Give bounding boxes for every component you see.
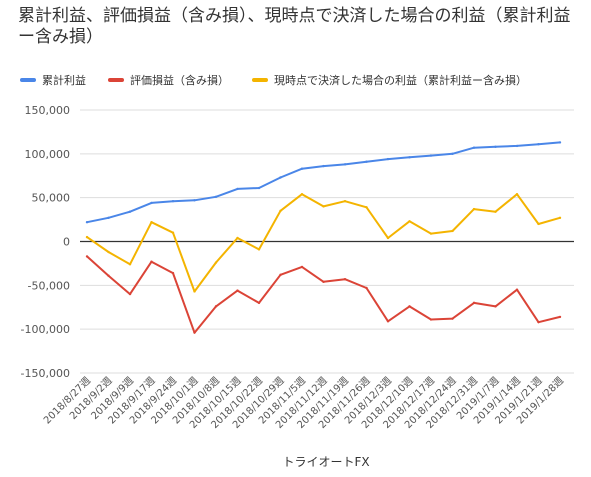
data-point (386, 157, 390, 161)
data-point (257, 186, 261, 190)
data-point (365, 206, 368, 209)
data-point (171, 231, 175, 234)
legend-item-unrealized-pl: 評価損益（含み損） (108, 72, 229, 88)
series-line-2 (86, 193, 561, 293)
data-point (537, 142, 540, 146)
data-point (408, 305, 411, 308)
legend-label: 累計利益 (42, 74, 86, 87)
data-point (429, 318, 433, 321)
data-point (214, 195, 218, 198)
data-point (150, 201, 153, 205)
data-point (236, 236, 239, 240)
data-point (429, 232, 433, 235)
y-tick-label: 50,000 (32, 192, 71, 205)
data-point (343, 199, 347, 203)
data-point (322, 280, 325, 284)
data-point (279, 273, 282, 277)
data-point (343, 163, 347, 166)
y-tick-label: -50,000 (28, 279, 70, 292)
data-point (85, 255, 89, 258)
data-point (300, 167, 304, 170)
data-point (515, 192, 519, 196)
data-point (171, 271, 175, 275)
legend-label: 評価損益（含み損） (130, 74, 229, 87)
y-tick-label: 150,000 (25, 104, 71, 117)
series-lines (85, 141, 562, 334)
data-point (107, 216, 110, 220)
data-point (386, 320, 390, 323)
data-point (365, 160, 368, 163)
data-point (107, 250, 110, 254)
data-point (193, 331, 196, 334)
data-point (322, 164, 325, 168)
data-point (279, 209, 282, 213)
data-point (494, 210, 497, 213)
data-point (472, 146, 476, 149)
data-point (408, 220, 411, 223)
data-point (128, 210, 132, 213)
data-point (451, 317, 454, 320)
data-point (472, 207, 476, 211)
data-point (193, 290, 196, 293)
data-point (558, 315, 562, 319)
data-point (386, 236, 390, 240)
chart-title: 累計利益、評価損益（含み損）、現時点で決済した場合の利益（累計利益ー含み損） (18, 6, 571, 47)
data-point (128, 263, 132, 266)
data-point (429, 154, 433, 157)
data-point (451, 229, 454, 233)
data-point (300, 192, 304, 196)
legend-swatch-red (108, 78, 124, 82)
data-point (558, 216, 562, 220)
data-point (408, 156, 411, 159)
data-point (85, 235, 89, 239)
data-point (558, 141, 562, 144)
x-axis-ticks: 2018/8/27週2018/9/2週2018/9/9週2018/9/17週20… (41, 375, 566, 431)
data-point (214, 261, 218, 264)
data-point (150, 221, 153, 224)
data-point (257, 301, 261, 305)
data-point (494, 305, 497, 308)
y-tick-label: -150,000 (21, 367, 70, 380)
x-axis-label: トライオートFX (282, 455, 369, 469)
data-point (128, 292, 132, 296)
legend-item-cumulative-profit: 累計利益 (20, 72, 86, 88)
data-point (236, 289, 239, 292)
data-point (193, 199, 196, 202)
legend: 累計利益 評価損益（含み損） 現時点で決済した場合の利益（累計利益ー含み損） (20, 72, 580, 88)
y-tick-label: 100,000 (25, 148, 71, 161)
series-line-1 (86, 255, 561, 334)
data-point (451, 152, 454, 156)
data-point (300, 265, 304, 269)
data-point (537, 320, 540, 324)
data-point (365, 286, 368, 290)
data-point (472, 301, 476, 305)
gridlines (80, 109, 574, 374)
y-tick-label: -100,000 (21, 323, 70, 336)
data-point (537, 222, 540, 226)
legend-swatch-yellow (252, 78, 268, 82)
data-point (171, 199, 175, 203)
y-tick-label: 0 (63, 236, 70, 249)
data-point (279, 176, 282, 179)
data-point (322, 205, 325, 208)
legend-label: 現時点で決済した場合の利益（累計利益ー含み損） (274, 74, 527, 87)
data-point (494, 145, 497, 149)
legend-swatch-blue (20, 78, 36, 82)
data-point (107, 274, 110, 277)
legend-item-settled-profit: 現時点で決済した場合の利益（累計利益ー含み損） (252, 72, 527, 88)
data-point (85, 221, 89, 224)
data-point (515, 288, 519, 291)
data-point (236, 187, 239, 191)
data-point (150, 260, 153, 263)
data-point (515, 144, 519, 148)
data-point (343, 277, 347, 281)
y-axis-ticks: 150,000 100,000 50,000 0 -50,000 -100,000 -150… (21, 104, 70, 380)
data-point (257, 248, 261, 251)
data-point (214, 305, 218, 308)
